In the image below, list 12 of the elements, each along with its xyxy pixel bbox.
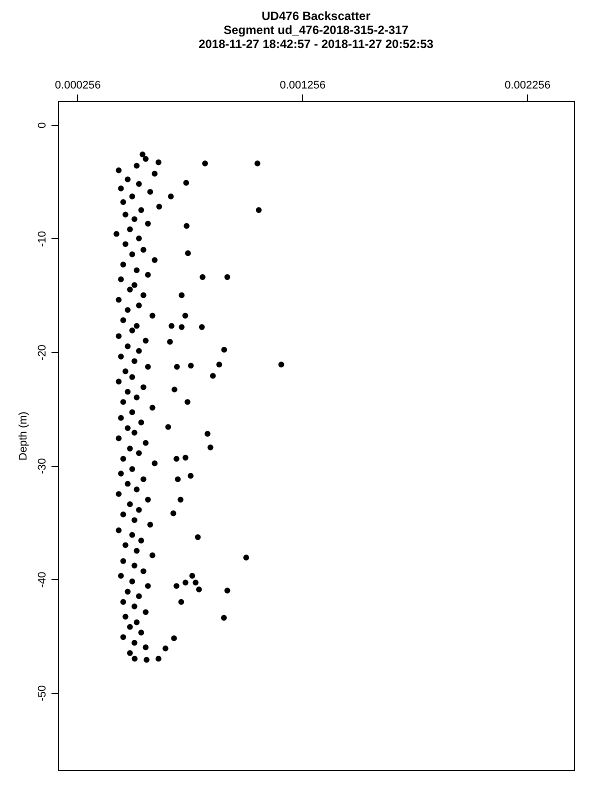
y-tick-label: -50 [36, 685, 48, 702]
chart-title: UD476 Backscatter [262, 9, 371, 23]
y-tick-label: -30 [36, 458, 48, 474]
y-tick-label: -20 [36, 344, 48, 360]
x-tick-label: 0.001256 [280, 80, 326, 92]
chart-subtitle: Segment ud_476-2018-315-2-317 2018-11-27 18:42:57 - 2018-11-27 20:52:53 [198, 23, 434, 51]
y-tick-label: -10 [36, 230, 48, 247]
y-tick-label: 0 [36, 122, 48, 128]
x-tick-label: 0.002256 [504, 80, 550, 92]
x-tick-label: 0.000256 [54, 80, 101, 92]
y-tick-label: -40 [36, 572, 48, 588]
y-axis-title: Depth (m) [18, 412, 30, 460]
